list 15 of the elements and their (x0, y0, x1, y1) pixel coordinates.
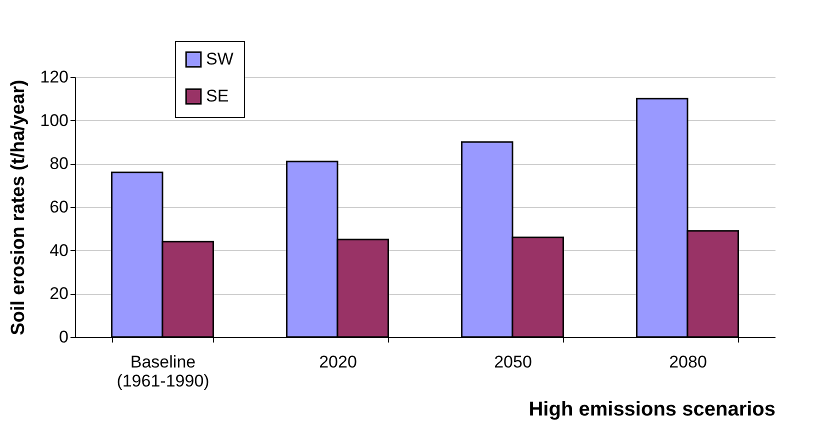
y-tick-label: 60 (50, 198, 68, 216)
x-tick-label: 2050 (494, 352, 532, 372)
x-tick-label: 2020 (319, 352, 357, 372)
y-tick-label: 100 (40, 110, 68, 130)
y-tick-label: 20 (50, 284, 68, 304)
y-axis-title: Soil erosion rates (t/ha/year) (8, 80, 30, 336)
y-tick-label: 80 (50, 154, 68, 174)
y-tick-label: 0 (59, 328, 68, 346)
legend-label: SE (206, 86, 229, 106)
y-tick-label: 40 (50, 240, 68, 260)
x-tick-label: 2080 (669, 352, 707, 372)
x-tick-label: Baseline (1961-1990) (116, 352, 210, 390)
x-axis-title: High emissions scenarios (528, 398, 776, 420)
legend-label: SW (206, 50, 234, 68)
y-tick-label: 120 (40, 68, 68, 86)
